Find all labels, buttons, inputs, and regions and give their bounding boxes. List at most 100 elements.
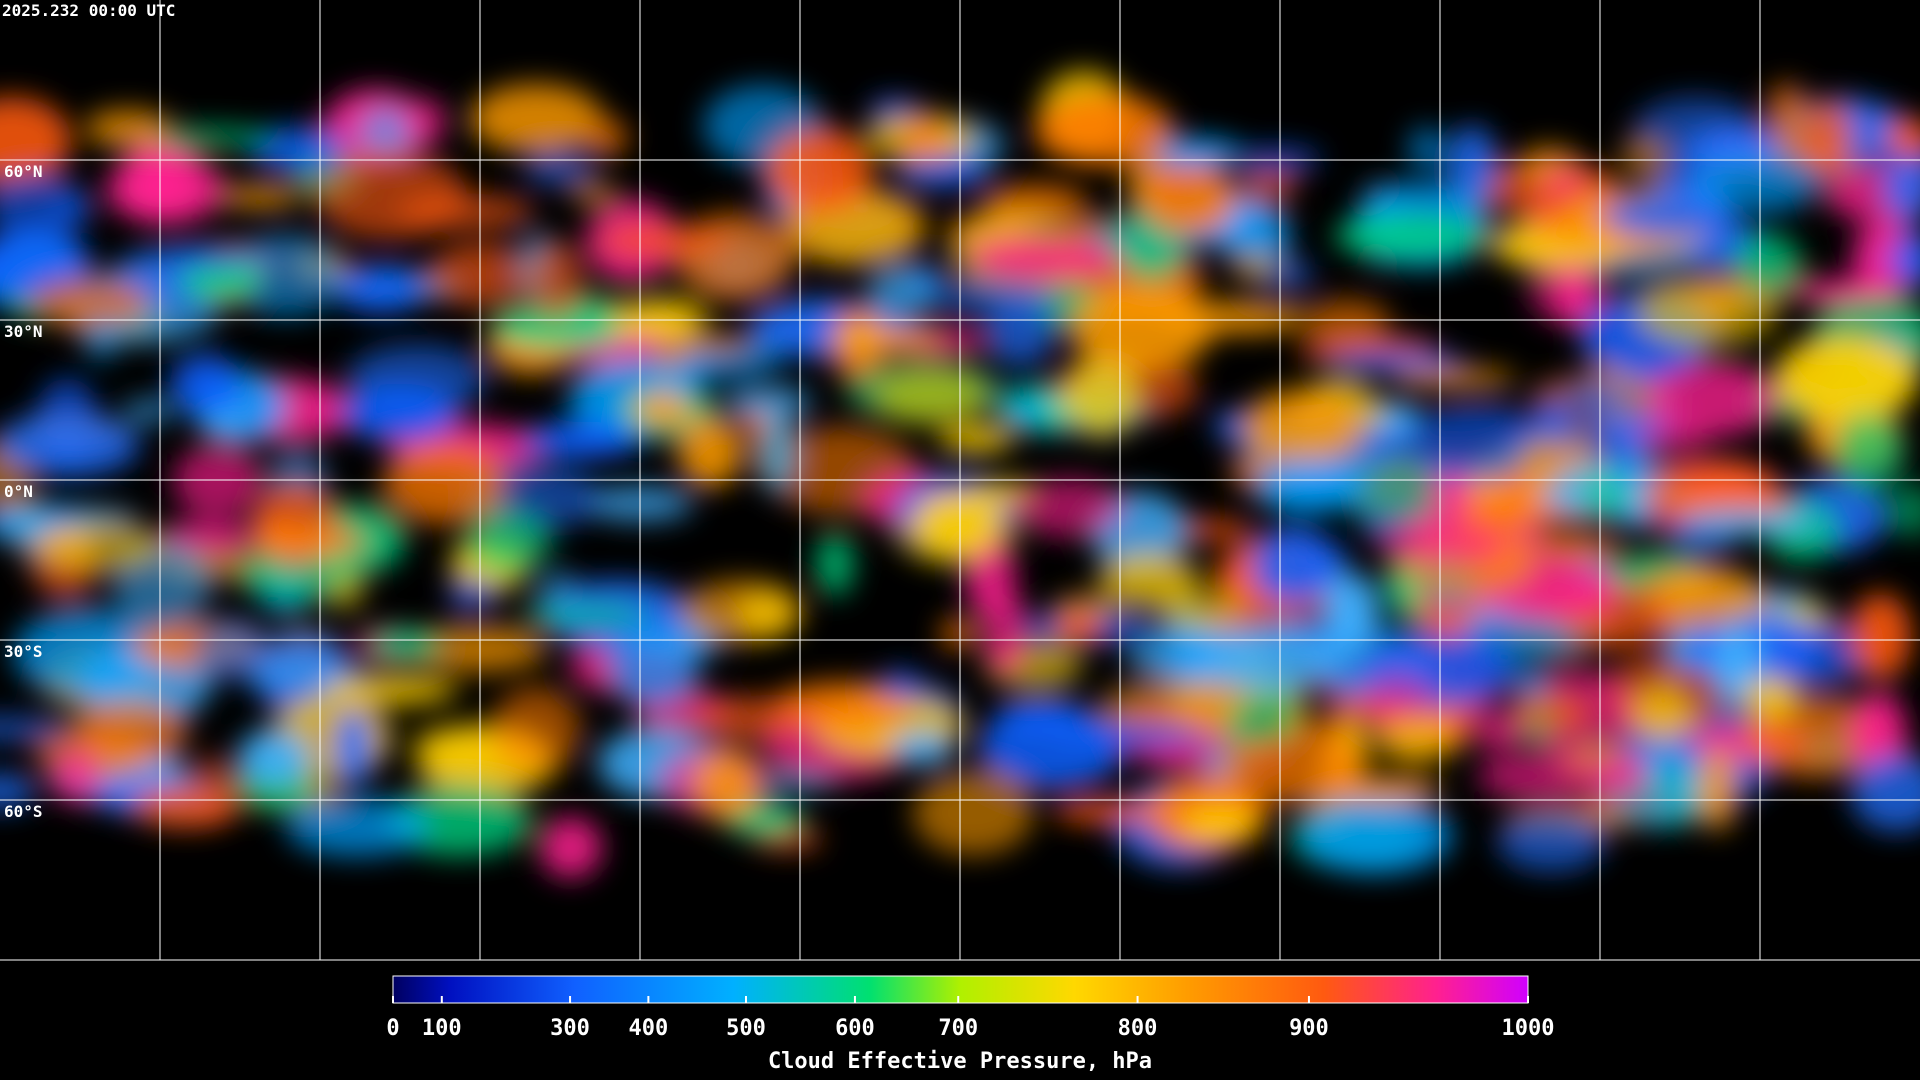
cloud bbox=[1607, 454, 1657, 486]
cloud bbox=[1886, 483, 1920, 538]
cloud bbox=[583, 485, 694, 522]
cloud bbox=[339, 383, 460, 443]
cloud bbox=[937, 425, 1015, 453]
cloud bbox=[759, 411, 797, 494]
cloud bbox=[1142, 161, 1237, 236]
cloud bbox=[138, 126, 279, 148]
cloud bbox=[335, 263, 426, 315]
cloud bbox=[1240, 169, 1298, 203]
cloud bbox=[0, 96, 72, 185]
colorbar-label: Cloud Effective Pressure, hPa bbox=[768, 1049, 1152, 1074]
cloud bbox=[1791, 278, 1882, 304]
colorbar-tick-label: 700 bbox=[938, 1016, 978, 1041]
graticule bbox=[0, 0, 1920, 960]
cloud bbox=[1733, 232, 1802, 297]
cloud bbox=[0, 412, 140, 477]
cloud bbox=[170, 353, 242, 417]
colorbar-tick-label: 400 bbox=[629, 1016, 669, 1041]
cloud bbox=[1476, 752, 1626, 803]
cloud bbox=[13, 607, 170, 698]
cloud bbox=[1510, 691, 1594, 735]
cloud bbox=[1097, 552, 1200, 608]
cloud bbox=[929, 279, 1060, 316]
colorbar-tick-label: 0 bbox=[386, 1016, 399, 1041]
cloud bbox=[520, 602, 649, 629]
colorbar-tick-label: 600 bbox=[835, 1016, 875, 1041]
cloud bbox=[199, 414, 245, 436]
timestamp: 2025.232 00:00 UTC bbox=[2, 1, 175, 20]
cloud bbox=[1476, 711, 1523, 753]
cloud bbox=[1679, 508, 1816, 536]
cloud bbox=[1014, 477, 1124, 538]
cloud bbox=[523, 152, 595, 186]
latitude-label: 0°N bbox=[4, 482, 33, 501]
cloud bbox=[610, 299, 708, 338]
cloud bbox=[1801, 98, 1854, 179]
cloud bbox=[1601, 194, 1726, 238]
cloud bbox=[448, 581, 496, 610]
cloud bbox=[1833, 412, 1905, 493]
cloud bbox=[1698, 746, 1736, 831]
cloud bbox=[1766, 82, 1807, 144]
cloud bbox=[1098, 679, 1252, 733]
cloud bbox=[1377, 717, 1457, 763]
cloud bbox=[1850, 753, 1920, 832]
cloud bbox=[1325, 351, 1465, 373]
cloud bbox=[1446, 125, 1498, 208]
cloud bbox=[1646, 361, 1778, 438]
latitude-label: 60°S bbox=[4, 802, 43, 821]
cloud bbox=[1637, 277, 1780, 348]
cloud bbox=[816, 532, 854, 596]
cloud bbox=[911, 491, 1003, 558]
cloud bbox=[668, 332, 751, 354]
cloud bbox=[1224, 202, 1291, 270]
cloud bbox=[912, 770, 1034, 856]
cloud bbox=[833, 326, 946, 352]
cloud bbox=[897, 157, 991, 189]
cloud bbox=[1544, 168, 1585, 195]
cloud bbox=[1496, 810, 1606, 873]
cloud bbox=[324, 675, 459, 705]
cloud bbox=[1880, 155, 1920, 224]
cloud bbox=[883, 668, 920, 700]
cloud bbox=[50, 748, 102, 805]
cloud bbox=[724, 385, 813, 419]
cloud bbox=[691, 748, 761, 821]
cloud bbox=[360, 106, 415, 162]
cloud bbox=[1519, 431, 1566, 493]
colorbar-tick-label: 900 bbox=[1289, 1016, 1329, 1041]
cloud bbox=[1298, 797, 1453, 874]
cloud bbox=[327, 570, 364, 611]
cloud bbox=[1068, 284, 1214, 372]
cloud bbox=[1230, 145, 1322, 173]
cloud bbox=[118, 138, 206, 225]
cloud bbox=[1378, 521, 1507, 567]
cloud bbox=[1564, 380, 1625, 414]
cloud bbox=[677, 415, 743, 488]
cloud bbox=[426, 243, 537, 308]
cloud bbox=[249, 526, 364, 557]
cloud bbox=[122, 398, 177, 424]
colorbar-tick-label: 800 bbox=[1118, 1016, 1158, 1041]
cloud bbox=[1241, 389, 1363, 464]
cloud bbox=[0, 173, 88, 236]
colorbar bbox=[392, 975, 1529, 1004]
cloud bbox=[598, 223, 731, 258]
cloud bbox=[1742, 677, 1800, 720]
cloud bbox=[396, 193, 535, 231]
cloud bbox=[403, 98, 448, 146]
cloud bbox=[1888, 231, 1920, 287]
cloud bbox=[131, 783, 241, 828]
cloud bbox=[180, 260, 260, 302]
cloud bbox=[382, 443, 508, 525]
latitude-label: 30°S bbox=[4, 642, 43, 661]
cloud bbox=[368, 628, 442, 661]
cloud bbox=[583, 118, 628, 158]
cloud bbox=[1334, 212, 1488, 260]
cloud bbox=[285, 797, 429, 857]
cloud bbox=[1555, 262, 1592, 325]
cloud bbox=[1035, 402, 1073, 428]
cloud bbox=[1062, 357, 1142, 438]
cloud bbox=[1773, 334, 1920, 423]
